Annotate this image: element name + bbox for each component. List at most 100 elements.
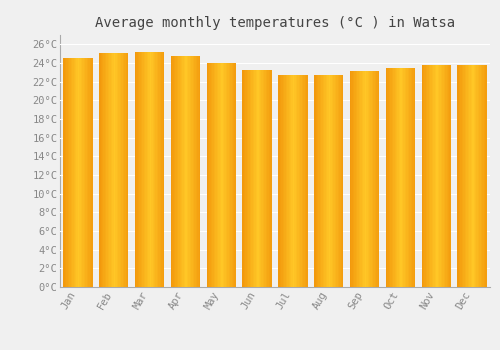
Bar: [393, 68, 394, 287]
Bar: [370, 71, 372, 287]
Bar: [364, 71, 366, 287]
Bar: [266, 70, 268, 287]
Bar: [423, 65, 424, 287]
Bar: [333, 75, 334, 287]
Bar: [314, 75, 316, 287]
Bar: [157, 52, 158, 287]
Bar: [112, 53, 114, 287]
Bar: [424, 65, 426, 287]
Bar: [218, 63, 220, 287]
Bar: [409, 68, 410, 287]
Bar: [429, 65, 430, 287]
Bar: [142, 52, 144, 287]
Bar: [214, 63, 216, 287]
Bar: [282, 75, 284, 287]
Bar: [406, 68, 408, 287]
Bar: [358, 71, 360, 287]
Bar: [339, 75, 340, 287]
Bar: [106, 53, 108, 287]
Bar: [126, 53, 127, 287]
Bar: [269, 70, 270, 287]
Bar: [222, 63, 224, 287]
Bar: [127, 53, 128, 287]
Bar: [230, 63, 232, 287]
Bar: [326, 75, 328, 287]
Bar: [296, 75, 298, 287]
Bar: [186, 56, 187, 287]
Bar: [158, 52, 160, 287]
Bar: [392, 68, 393, 287]
Bar: [220, 63, 221, 287]
Bar: [445, 65, 446, 287]
Bar: [330, 75, 332, 287]
Bar: [228, 63, 230, 287]
Bar: [217, 63, 218, 287]
Bar: [318, 75, 320, 287]
Bar: [354, 71, 356, 287]
Bar: [78, 58, 80, 287]
Bar: [160, 52, 162, 287]
Bar: [446, 65, 448, 287]
Bar: [438, 65, 439, 287]
Bar: [278, 75, 280, 287]
Bar: [206, 63, 208, 287]
Bar: [430, 65, 432, 287]
Bar: [290, 75, 292, 287]
Bar: [174, 56, 175, 287]
Bar: [242, 70, 244, 287]
Bar: [257, 70, 258, 287]
Bar: [400, 68, 402, 287]
Bar: [114, 53, 115, 287]
Bar: [288, 75, 290, 287]
Bar: [104, 53, 105, 287]
Bar: [294, 75, 296, 287]
Bar: [138, 52, 140, 287]
Bar: [466, 65, 468, 287]
Bar: [152, 52, 154, 287]
Bar: [368, 71, 369, 287]
Bar: [211, 63, 212, 287]
Bar: [248, 70, 250, 287]
Bar: [151, 52, 152, 287]
Bar: [86, 58, 88, 287]
Bar: [64, 58, 66, 287]
Bar: [198, 56, 200, 287]
Bar: [208, 63, 210, 287]
Bar: [469, 65, 470, 287]
Bar: [187, 56, 188, 287]
Bar: [99, 53, 128, 287]
Bar: [366, 71, 368, 287]
Bar: [136, 52, 138, 287]
Bar: [408, 68, 409, 287]
Bar: [244, 70, 246, 287]
Bar: [278, 75, 308, 287]
Bar: [72, 58, 74, 287]
Bar: [435, 65, 436, 287]
Bar: [352, 71, 353, 287]
Bar: [182, 56, 184, 287]
Bar: [304, 75, 306, 287]
Bar: [184, 56, 186, 287]
Bar: [440, 65, 442, 287]
Bar: [484, 65, 486, 287]
Bar: [247, 70, 248, 287]
Bar: [170, 56, 200, 287]
Bar: [100, 53, 102, 287]
Bar: [120, 53, 121, 287]
Bar: [399, 68, 400, 287]
Bar: [450, 65, 451, 287]
Bar: [70, 58, 72, 287]
Bar: [474, 65, 475, 287]
Bar: [227, 63, 228, 287]
Bar: [334, 75, 336, 287]
Bar: [226, 63, 227, 287]
Bar: [148, 52, 150, 287]
Bar: [303, 75, 304, 287]
Bar: [188, 56, 190, 287]
Bar: [63, 58, 64, 287]
Bar: [256, 70, 257, 287]
Bar: [172, 56, 174, 287]
Bar: [224, 63, 226, 287]
Bar: [390, 68, 392, 287]
Bar: [192, 56, 193, 287]
